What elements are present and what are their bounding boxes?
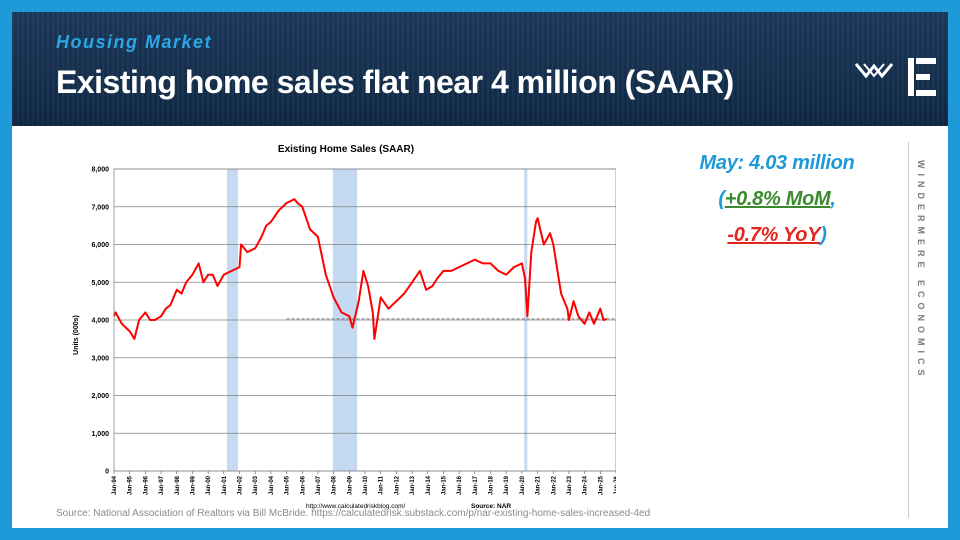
- x-tick-label: Jan-14: [426, 475, 432, 495]
- x-tick-label: Jan-16: [457, 475, 463, 495]
- x-tick-labels: Jan-94 Jan-95 Jan-96 Jan-97 Jan-98 Jan-99 Jan-…: [112, 471, 620, 495]
- existing-home-sales-chart: Existing Home Sales (SAAR) Units (000s) …: [56, 130, 620, 514]
- chart-svg: Existing Home Sales (SAAR) Units (000s) …: [73, 144, 620, 510]
- yoy-change: -0.7% YoY: [727, 224, 821, 246]
- header-banner: Housing Market Existing home sales flat …: [12, 12, 948, 126]
- highlight-yoy-line: -0.7% YoY): [652, 224, 902, 247]
- x-tick-label: Jan-21: [536, 475, 542, 495]
- x-tick-label: Jan-24: [583, 475, 589, 495]
- x-tick-label: Jan-06: [300, 475, 306, 495]
- economics-e-logo-icon: [908, 58, 936, 96]
- x-tick-label: Jan-02: [238, 475, 244, 495]
- x-tick-label: Jan-96: [143, 475, 149, 495]
- y-tick-label: 4,000: [91, 318, 109, 325]
- paren-close: ): [820, 224, 827, 246]
- y-tick-label: 1,000: [91, 431, 109, 438]
- x-tick-label: Jan-08: [332, 475, 338, 495]
- x-tick-label: Jan-99: [190, 475, 196, 495]
- section-kicker: Housing Market: [56, 32, 213, 52]
- highlight-headline: May: 4.03 million: [699, 152, 855, 174]
- chart-footnote-url: http://www.calculatedriskblog.com/: [306, 503, 406, 510]
- x-tick-label: Jan-13: [410, 475, 416, 495]
- x-tick-label: Jan-95: [128, 475, 134, 495]
- y-tick-label: 3,000: [91, 355, 109, 362]
- y-tick-label: 0: [105, 469, 109, 476]
- x-tick-label: Jan-23: [567, 475, 573, 495]
- y-tick-label: 2,000: [91, 393, 109, 400]
- x-tick-label: Jan-19: [504, 475, 510, 495]
- x-tick-label: Jan-00: [206, 475, 212, 495]
- page-title: Existing home sales flat near 4 million …: [56, 64, 734, 100]
- y-tick-label: 7,000: [91, 204, 109, 211]
- x-tick-label: Jan-94: [112, 475, 118, 495]
- x-tick-label: Jan-09: [347, 475, 353, 495]
- side-divider: [908, 142, 909, 518]
- x-tick-label: Jan-20: [520, 475, 526, 495]
- chart-footnote-source: Source: NAR: [471, 503, 511, 510]
- x-tick-label: Jan-25: [598, 475, 604, 495]
- x-tick-label: Jan-11: [379, 475, 385, 494]
- x-tick-label: Jan-15: [441, 475, 447, 495]
- y-tick-label: 6,000: [91, 242, 109, 249]
- source-note: Source: National Association of Realtors…: [56, 508, 651, 519]
- x-tick-label: Jan-01: [222, 475, 228, 495]
- x-tick-label: Jan-05: [285, 475, 291, 495]
- y-tick-label: 8,000: [91, 167, 109, 174]
- y-axis-label: Units (000s): [73, 315, 80, 355]
- x-tick-label: Jan-26: [614, 475, 616, 495]
- paren-open: (: [718, 188, 725, 210]
- brand-vertical-text: WINDERMERE ECONOMICS: [916, 160, 926, 381]
- x-tick-label: Jan-18: [489, 475, 495, 495]
- comma: ,: [830, 188, 836, 210]
- x-tick-label: Jan-17: [473, 475, 479, 495]
- x-tick-label: Jan-04: [269, 475, 275, 495]
- grid-lines: [114, 168, 616, 472]
- windermere-w-logo-icon: [854, 63, 894, 79]
- chart-title: Existing Home Sales (SAAR): [278, 144, 414, 155]
- x-tick-label: Jan-12: [394, 475, 400, 495]
- x-tick-label: Jan-03: [253, 475, 259, 495]
- x-tick-label: Jan-22: [551, 475, 557, 495]
- x-tick-label: Jan-10: [363, 475, 369, 495]
- y-tick-label: 5,000: [91, 280, 109, 287]
- slide-frame: Housing Market Existing home sales flat …: [12, 12, 948, 528]
- mom-change: +0.8% MoM: [724, 188, 831, 210]
- x-tick-label: Jan-07: [316, 475, 322, 495]
- x-tick-label: Jan-97: [159, 475, 165, 495]
- y-tick-labels: 0 1,000 2,000 3,000 4,000 5,000 6,000 7,000 8,00…: [91, 167, 109, 476]
- x-tick-label: Jan-98: [175, 475, 181, 495]
- highlight-mom-line: (+0.8% MoM,: [652, 188, 902, 211]
- series-line: [113, 198, 607, 340]
